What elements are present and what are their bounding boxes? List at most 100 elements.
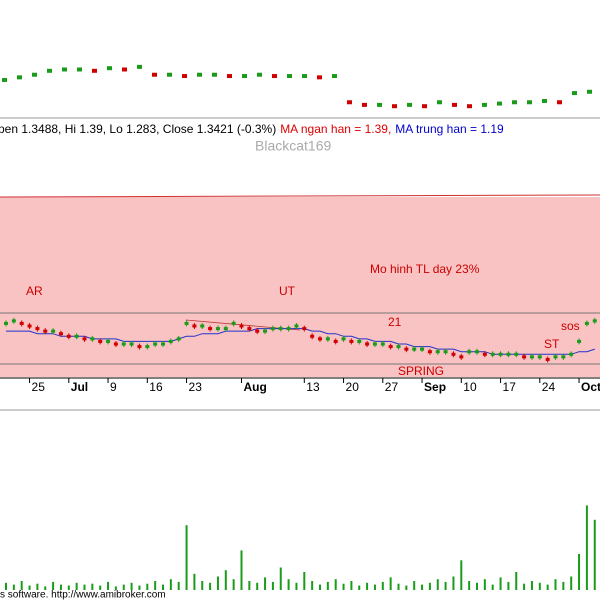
volume-bar xyxy=(491,584,494,590)
candle xyxy=(365,342,370,346)
candle xyxy=(459,355,464,359)
candle xyxy=(392,104,397,109)
candle xyxy=(263,329,268,333)
volume-bar xyxy=(209,582,212,590)
ma-line xyxy=(6,328,595,355)
candle xyxy=(121,342,126,346)
candle xyxy=(561,355,566,359)
x-tick-label: 20 xyxy=(346,380,360,394)
candle xyxy=(106,339,111,343)
volume-bar xyxy=(279,567,282,590)
candle xyxy=(404,347,409,351)
volume-bar xyxy=(295,582,298,590)
volume-bar xyxy=(326,581,329,590)
candle xyxy=(452,102,457,107)
volume-bar xyxy=(193,573,196,590)
volume-bar xyxy=(146,583,149,590)
candle xyxy=(317,75,322,80)
volume-bar xyxy=(216,576,219,590)
candle xyxy=(122,67,127,72)
candle xyxy=(272,74,277,79)
candle xyxy=(227,74,232,79)
candle xyxy=(347,100,352,105)
candle xyxy=(137,345,142,349)
candle xyxy=(184,321,189,325)
volume-bar xyxy=(436,579,439,590)
x-tick-label: 17 xyxy=(503,380,517,394)
candle xyxy=(51,329,56,333)
volume-bar xyxy=(358,585,361,590)
candle xyxy=(17,75,22,80)
annotation: sos xyxy=(561,319,580,333)
candle xyxy=(176,337,181,341)
candle xyxy=(74,334,79,338)
candle xyxy=(168,339,173,343)
volume-bar xyxy=(224,570,227,590)
volume-bar xyxy=(578,554,581,590)
candle xyxy=(420,347,425,351)
volume-bar xyxy=(334,579,337,590)
volume-bar xyxy=(452,576,455,590)
volume-bar xyxy=(169,579,172,590)
volume-bar xyxy=(232,579,235,590)
pattern-zone xyxy=(0,197,600,377)
candle xyxy=(11,319,16,323)
volume-bar xyxy=(444,581,447,590)
volume-bar xyxy=(562,581,565,590)
volume-bar xyxy=(83,584,86,590)
candle xyxy=(569,352,574,356)
candle xyxy=(467,104,472,109)
candle xyxy=(498,352,503,356)
volume-bar xyxy=(185,525,188,590)
volume-bar xyxy=(52,581,55,590)
candle xyxy=(362,102,367,107)
header-text: pen 1.3488, Hi 1.39, Lo 1.283, Close 1.3… xyxy=(0,122,276,136)
volume-bar xyxy=(499,577,502,590)
volume-bar xyxy=(413,581,416,590)
volume-bar xyxy=(264,577,267,590)
volume-bar xyxy=(546,584,549,590)
volume-bar xyxy=(154,581,157,590)
x-tick-label: Oct xyxy=(581,380,600,394)
candle xyxy=(388,345,393,349)
x-tick-label: 25 xyxy=(32,380,46,394)
volume-bar xyxy=(350,581,353,590)
volume-bar xyxy=(311,581,314,590)
volume-bar xyxy=(5,582,7,590)
volume-bar xyxy=(256,582,259,590)
candle xyxy=(572,91,577,96)
candle xyxy=(435,350,440,354)
zone-edge xyxy=(0,194,600,198)
volume-bar xyxy=(36,583,39,590)
candle xyxy=(427,350,432,354)
candle xyxy=(77,67,82,72)
candle xyxy=(512,100,517,105)
candle xyxy=(332,74,337,79)
x-tick-label: 24 xyxy=(542,380,556,394)
candle xyxy=(286,327,291,331)
x-tick-label: 10 xyxy=(463,380,477,394)
candle xyxy=(145,345,150,349)
candle xyxy=(223,327,228,331)
volume-bar xyxy=(468,581,471,590)
candle xyxy=(542,98,547,103)
candle xyxy=(153,342,158,346)
volume-bar xyxy=(44,586,47,590)
candle xyxy=(294,324,299,328)
volume-bar xyxy=(177,581,180,590)
candle xyxy=(257,72,262,77)
candle xyxy=(231,321,236,325)
candle xyxy=(208,327,213,331)
volume-bar xyxy=(122,584,125,590)
volume-bar xyxy=(319,584,321,590)
candle xyxy=(357,339,362,343)
annotation: SPRING xyxy=(398,364,444,378)
volume-bar xyxy=(507,581,510,590)
candle xyxy=(161,342,165,346)
candle xyxy=(333,339,338,343)
candle xyxy=(592,319,597,323)
candle xyxy=(43,329,48,333)
candle xyxy=(107,66,112,71)
candle xyxy=(467,350,472,354)
